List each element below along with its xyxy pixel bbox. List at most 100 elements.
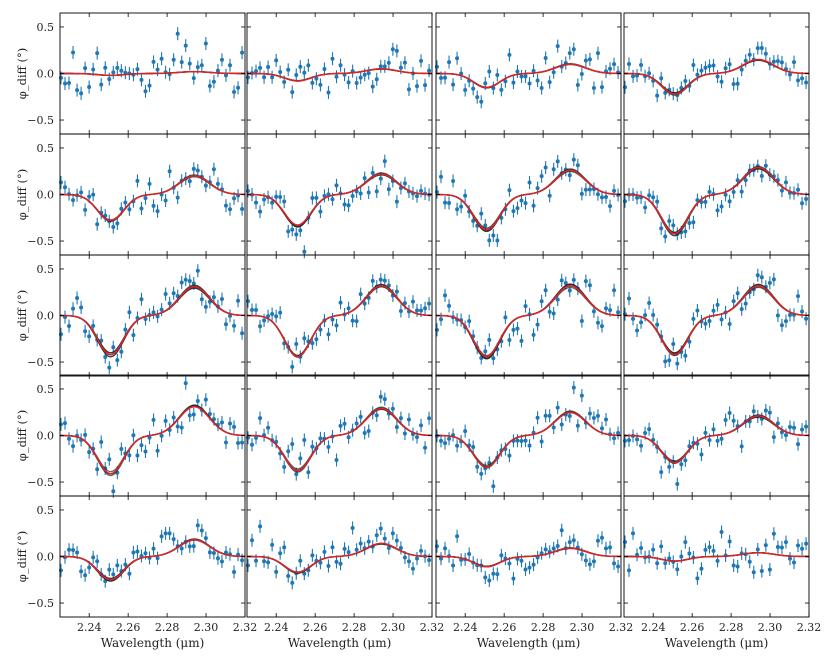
data-point: [711, 63, 716, 68]
data-point: [290, 364, 295, 369]
data-point: [599, 535, 604, 540]
data-point: [595, 538, 600, 543]
data-point: [135, 453, 140, 458]
data-point: [604, 546, 609, 551]
y-tick-label: −0.5: [27, 235, 54, 248]
data-point: [386, 545, 391, 550]
data-point: [236, 298, 241, 303]
data-point: [95, 559, 100, 564]
data-point: [107, 365, 112, 370]
data-point: [326, 444, 331, 449]
data-point: [539, 174, 544, 179]
data-point: [258, 324, 263, 329]
data-point: [515, 206, 520, 211]
data-point: [127, 310, 132, 315]
model-sample-line: [435, 169, 622, 232]
data-point: [683, 458, 688, 463]
data-point: [318, 327, 323, 332]
data-point: [232, 323, 237, 328]
data-point: [219, 57, 224, 62]
data-point: [67, 80, 72, 85]
data-point: [703, 547, 708, 552]
data-point: [787, 312, 792, 317]
data-point: [626, 438, 631, 443]
data-point: [195, 523, 200, 528]
best-fit-line: [436, 547, 622, 568]
best-fit-line: [436, 63, 622, 89]
data-point: [796, 187, 801, 192]
data-point: [683, 229, 688, 234]
data-point: [755, 46, 760, 51]
data-point: [519, 558, 524, 563]
data-point: [559, 278, 564, 283]
data-point: [527, 565, 532, 570]
y-tick-label: 0.0: [37, 68, 55, 81]
model-sample-line: [246, 284, 433, 356]
data-point: [334, 559, 339, 564]
data-point: [290, 227, 295, 232]
data-point: [759, 46, 764, 51]
data-point: [195, 168, 200, 173]
data-point: [447, 436, 452, 441]
data-point: [167, 301, 172, 306]
data-point: [310, 444, 315, 449]
data-point: [515, 326, 520, 331]
x-tick-label: 2.26: [303, 621, 328, 634]
panel-r3-c0: −0.5 0.0 0.5 φ_diff (°): [15, 374, 246, 498]
data-point: [254, 200, 259, 205]
data-point: [378, 176, 383, 181]
y-tick-label: −0.5: [27, 356, 54, 369]
data-point: [571, 157, 576, 162]
data-point: [591, 415, 596, 420]
model-sample-line: [59, 538, 246, 582]
data-point: [310, 196, 315, 201]
data-point: [567, 288, 572, 293]
y-axis-label: φ_diff (°): [15, 169, 29, 220]
data-point: [346, 550, 351, 555]
data-point: [398, 416, 403, 421]
x-tick-label: 2.24: [77, 621, 102, 634]
data-point: [191, 412, 196, 417]
data-point: [511, 327, 516, 332]
model-sample-line: [246, 407, 433, 471]
data-point: [386, 60, 391, 65]
data-point: [219, 559, 224, 564]
data-point: [167, 531, 172, 536]
data-point: [523, 304, 528, 309]
data-point: [219, 297, 224, 302]
data-point: [240, 440, 245, 445]
data-point: [215, 68, 220, 73]
data-point: [127, 453, 132, 458]
data-point: [487, 337, 492, 342]
best-fit-line: [59, 285, 246, 356]
panel-frame: [59, 254, 246, 377]
data-point: [719, 529, 724, 534]
data-point: [199, 297, 204, 302]
x-tick-label: 2.30: [570, 621, 595, 634]
best-fit-line: [623, 58, 810, 95]
data-point: [115, 65, 120, 70]
model-sample-line: [246, 407, 433, 472]
x-tick-label: 2.26: [680, 621, 705, 634]
data-point: [711, 427, 716, 432]
data-point: [511, 209, 516, 214]
data-point: [751, 570, 756, 575]
data-point: [382, 397, 387, 402]
data-point: [111, 489, 116, 494]
data-point: [715, 438, 720, 443]
data-point: [147, 83, 152, 88]
data-point: [286, 449, 291, 454]
model-sample-line: [246, 172, 433, 227]
data-point: [575, 82, 580, 87]
data-point: [495, 238, 500, 243]
data-point: [475, 464, 480, 469]
data-point: [215, 181, 220, 186]
data-point: [567, 540, 572, 545]
data-point: [87, 565, 92, 570]
data-point: [451, 82, 456, 87]
model-sample-line: [59, 285, 246, 356]
data-point: [266, 425, 271, 430]
data-point: [406, 417, 411, 422]
data-point: [155, 209, 160, 214]
data-point: [362, 430, 367, 435]
